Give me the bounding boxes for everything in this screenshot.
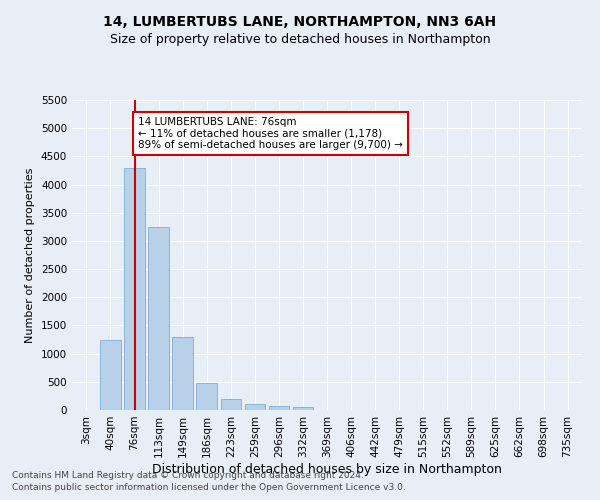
Text: Size of property relative to detached houses in Northampton: Size of property relative to detached ho…: [110, 32, 490, 46]
Text: Contains HM Land Registry data © Crown copyright and database right 2024.: Contains HM Land Registry data © Crown c…: [12, 471, 364, 480]
Bar: [172, 336, 193, 410]
Bar: [269, 406, 289, 410]
Text: Contains public sector information licensed under the Open Government Licence v3: Contains public sector information licen…: [12, 484, 406, 492]
Bar: [245, 404, 265, 410]
Bar: [100, 340, 121, 410]
X-axis label: Distribution of detached houses by size in Northampton: Distribution of detached houses by size …: [152, 462, 502, 475]
Bar: [221, 398, 241, 410]
Text: 14, LUMBERTUBS LANE, NORTHAMPTON, NN3 6AH: 14, LUMBERTUBS LANE, NORTHAMPTON, NN3 6A…: [103, 15, 497, 29]
Bar: [148, 227, 169, 410]
Y-axis label: Number of detached properties: Number of detached properties: [25, 168, 35, 342]
Bar: [124, 168, 145, 410]
Bar: [293, 406, 313, 410]
Text: 14 LUMBERTUBS LANE: 76sqm
← 11% of detached houses are smaller (1,178)
89% of se: 14 LUMBERTUBS LANE: 76sqm ← 11% of detac…: [138, 117, 403, 150]
Bar: [196, 383, 217, 410]
